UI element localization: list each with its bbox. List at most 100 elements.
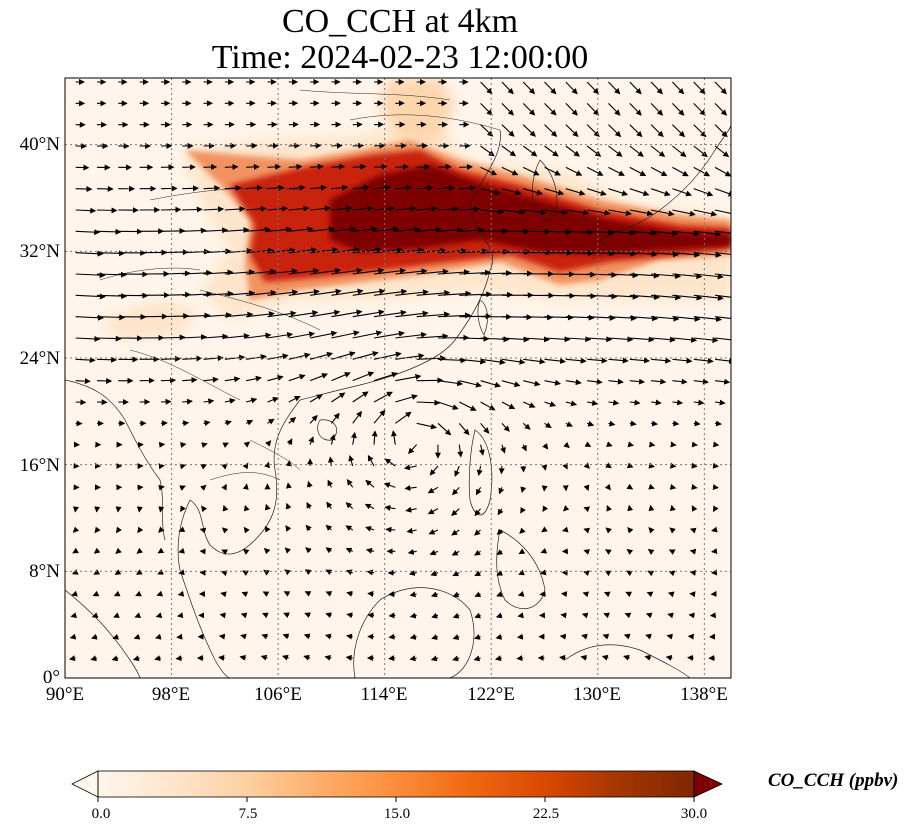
wind-arrow: [409, 633, 417, 640]
wind-arrow: [604, 483, 611, 491]
wind-arrow: [651, 336, 676, 343]
wind-arrow: [182, 185, 199, 192]
wind-arrow: [498, 487, 505, 495]
wind-arrow: [416, 268, 449, 275]
wind-arrow: [627, 526, 634, 534]
wind-arrow: [221, 527, 229, 534]
wind-arrow: [331, 184, 349, 191]
wind-arrow: [501, 358, 526, 365]
wind-arrow: [395, 268, 428, 275]
wind-arrow: [629, 357, 650, 364]
wind-arrow: [403, 464, 417, 471]
wind-arrow: [714, 166, 731, 177]
wind-arrow: [669, 527, 676, 534]
wind-arrow: [544, 379, 562, 386]
wind-arrow: [281, 654, 289, 661]
wind-arrow: [285, 482, 292, 489]
wind-arrow: [437, 163, 452, 170]
wind-arrow: [348, 455, 355, 467]
wind-arrow: [288, 374, 306, 382]
wind-arrow: [452, 612, 460, 619]
wind-arrow: [264, 461, 270, 469]
wind-arrow: [395, 411, 412, 424]
wind-arrow: [714, 102, 728, 116]
wind-arrow: [480, 102, 493, 116]
colorbar-extend-min: [71, 770, 99, 798]
wind-arrow: [324, 633, 332, 640]
wind-arrow: [267, 418, 275, 425]
wind-arrow: [501, 422, 510, 432]
wind-arrow: [220, 591, 227, 598]
wind-arrow: [523, 380, 541, 387]
wind-arrow: [384, 504, 396, 511]
wind-arrow: [523, 314, 554, 321]
wind-arrow: [540, 547, 548, 554]
wind-arrow: [523, 358, 546, 365]
wind-arrow: [518, 569, 525, 576]
wind-arrow: [474, 634, 481, 640]
wind-arrow: [310, 288, 342, 296]
wind-arrow: [404, 485, 417, 491]
wind-arrow: [629, 378, 646, 385]
wind-arrow: [522, 401, 536, 408]
colorbar-tick-label: 7.5: [238, 806, 258, 822]
wind-arrow: [136, 547, 144, 554]
wind-arrow: [408, 570, 417, 577]
wind-arrow: [605, 527, 612, 534]
wind-arrow: [608, 145, 623, 157]
wind-arrow: [260, 654, 268, 661]
wind-arrow: [651, 399, 662, 406]
wind-arrow: [587, 357, 608, 364]
wind-arrow: [475, 487, 482, 496]
wind-arrow: [626, 570, 633, 577]
wind-arrow: [671, 81, 685, 95]
wind-arrow: [96, 271, 127, 278]
wind-arrow: [160, 355, 182, 362]
wind-arrow: [288, 142, 301, 149]
wind-arrow: [261, 633, 269, 640]
wind-arrow: [416, 289, 451, 296]
wind-arrow: [645, 633, 652, 640]
wind-arrow: [627, 441, 635, 448]
wind-arrow: [565, 81, 578, 95]
wind-arrow: [693, 102, 706, 116]
wind-arrow: [693, 230, 722, 237]
wind-arrow: [158, 526, 165, 533]
colorbar-gradient: [98, 771, 694, 797]
wind-arrow: [243, 441, 251, 448]
wind-arrow: [325, 524, 333, 531]
wind-arrow: [262, 612, 269, 619]
wind-arrow: [245, 419, 254, 426]
lon-tick-label: 122°E: [467, 684, 515, 705]
wind-arrow: [480, 422, 490, 434]
wind-arrow: [586, 420, 595, 427]
wind-arrow: [565, 293, 597, 300]
wind-arrow: [352, 163, 367, 170]
wind-arrow: [221, 549, 228, 555]
wind-arrow: [648, 441, 656, 448]
wind-arrow: [587, 271, 618, 278]
wind-arrow: [160, 227, 186, 234]
wind-arrow: [75, 293, 106, 300]
wind-arrow: [629, 230, 658, 237]
wind-arrow: [288, 226, 314, 233]
wind-arrow: [645, 612, 653, 619]
wind-arrow: [224, 206, 246, 213]
wind-arrow: [452, 655, 460, 662]
wind-arrow: [180, 441, 187, 448]
wind-arrow: [608, 81, 621, 95]
wind-arrow: [693, 420, 701, 427]
philippines-south: [496, 529, 546, 610]
colorbar-extend-max: [693, 770, 723, 798]
wind-arrow: [160, 313, 190, 320]
lat-tick-label: 0°: [42, 667, 60, 688]
wind-arrow: [395, 205, 417, 212]
wind-arrow: [454, 465, 460, 477]
wind-arrow: [267, 353, 289, 360]
wind-arrow: [346, 633, 353, 640]
wind-arrow: [93, 547, 101, 554]
wind-arrow: [430, 655, 439, 662]
wind-arrow: [96, 228, 122, 235]
wind-arrow: [224, 354, 246, 361]
indochina: [177, 399, 301, 678]
